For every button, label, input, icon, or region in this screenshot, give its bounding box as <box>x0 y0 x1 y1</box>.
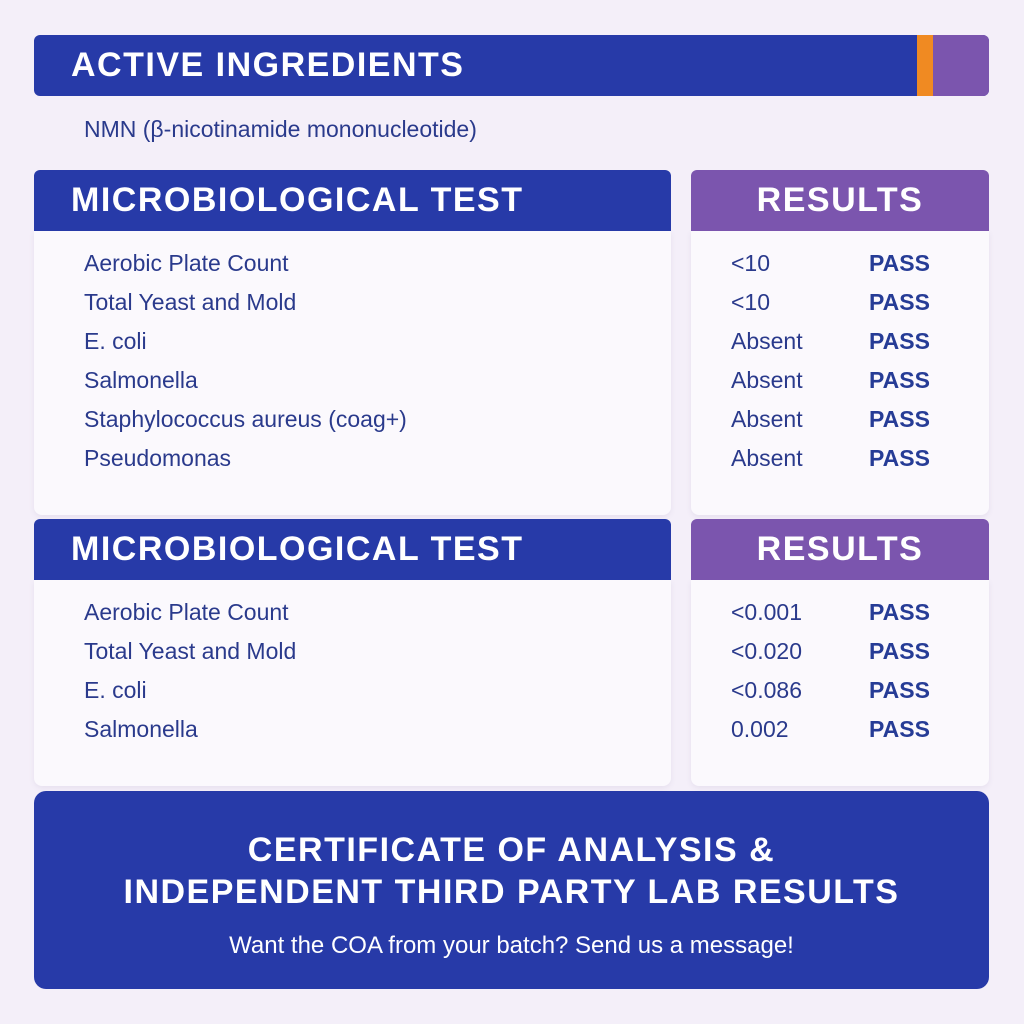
test-name: E. coli <box>84 677 147 703</box>
test-status: PASS <box>869 367 930 393</box>
test-result: <0.001 <box>731 599 802 625</box>
results-header: RESULTS <box>691 519 989 580</box>
footer: CERTIFICATE OF ANALYSIS & INDEPENDENT TH… <box>34 791 989 989</box>
test-result: Absent <box>731 367 803 393</box>
test-status: PASS <box>869 716 930 742</box>
active-header: ACTIVE INGREDIENTS <box>34 35 989 96</box>
test-status: PASS <box>869 328 930 354</box>
active-title: ACTIVE INGREDIENTS <box>71 46 465 84</box>
test-name: Salmonella <box>84 367 198 393</box>
test-status: PASS <box>869 638 930 664</box>
test-status: PASS <box>869 599 930 625</box>
section-header: MICROBIOLOGICAL TEST <box>34 519 671 580</box>
test-status: PASS <box>869 289 930 315</box>
test-result: <10 <box>731 289 771 315</box>
test-name: Total Yeast and Mold <box>84 638 297 664</box>
test-name: Total Yeast and Mold <box>84 289 297 315</box>
footer-line: INDEPENDENT THIRD PARTY LAB RESULTS <box>123 873 900 911</box>
test-result: Absent <box>731 328 803 354</box>
footer-line: CERTIFICATE OF ANALYSIS & <box>247 831 776 869</box>
results-panel <box>691 580 989 786</box>
test-name: Aerobic Plate Count <box>84 599 289 625</box>
test-name: Pseudomonas <box>84 445 232 471</box>
test-status: PASS <box>869 677 930 703</box>
test-status: PASS <box>869 406 930 432</box>
test-status: PASS <box>869 445 930 471</box>
test-name: E. coli <box>84 328 147 354</box>
test-name: Aerobic Plate Count <box>84 250 289 276</box>
test-panel <box>34 580 671 786</box>
section-header: MICROBIOLOGICAL TEST <box>34 170 671 231</box>
test-name: Staphylococcus aureus (coag+) <box>84 406 407 432</box>
test-result: <10 <box>731 250 771 276</box>
footer-subtitle: Want the COA from your batch? Send us a … <box>229 932 794 959</box>
test-result: <0.086 <box>731 677 802 703</box>
results-panel <box>691 231 989 515</box>
accent-purple <box>933 35 989 96</box>
test-result: 0.002 <box>731 716 789 742</box>
test-result: Absent <box>731 406 803 432</box>
test-result: Absent <box>731 445 803 471</box>
test-name: Salmonella <box>84 716 198 742</box>
accent-orange <box>917 35 933 96</box>
test-status: PASS <box>869 250 930 276</box>
results-header: RESULTS <box>691 170 989 231</box>
active-text: NMN (β-nicotinamide mononucleotide) <box>84 116 477 142</box>
test-panel <box>34 231 671 515</box>
test-result: <0.020 <box>731 638 802 664</box>
